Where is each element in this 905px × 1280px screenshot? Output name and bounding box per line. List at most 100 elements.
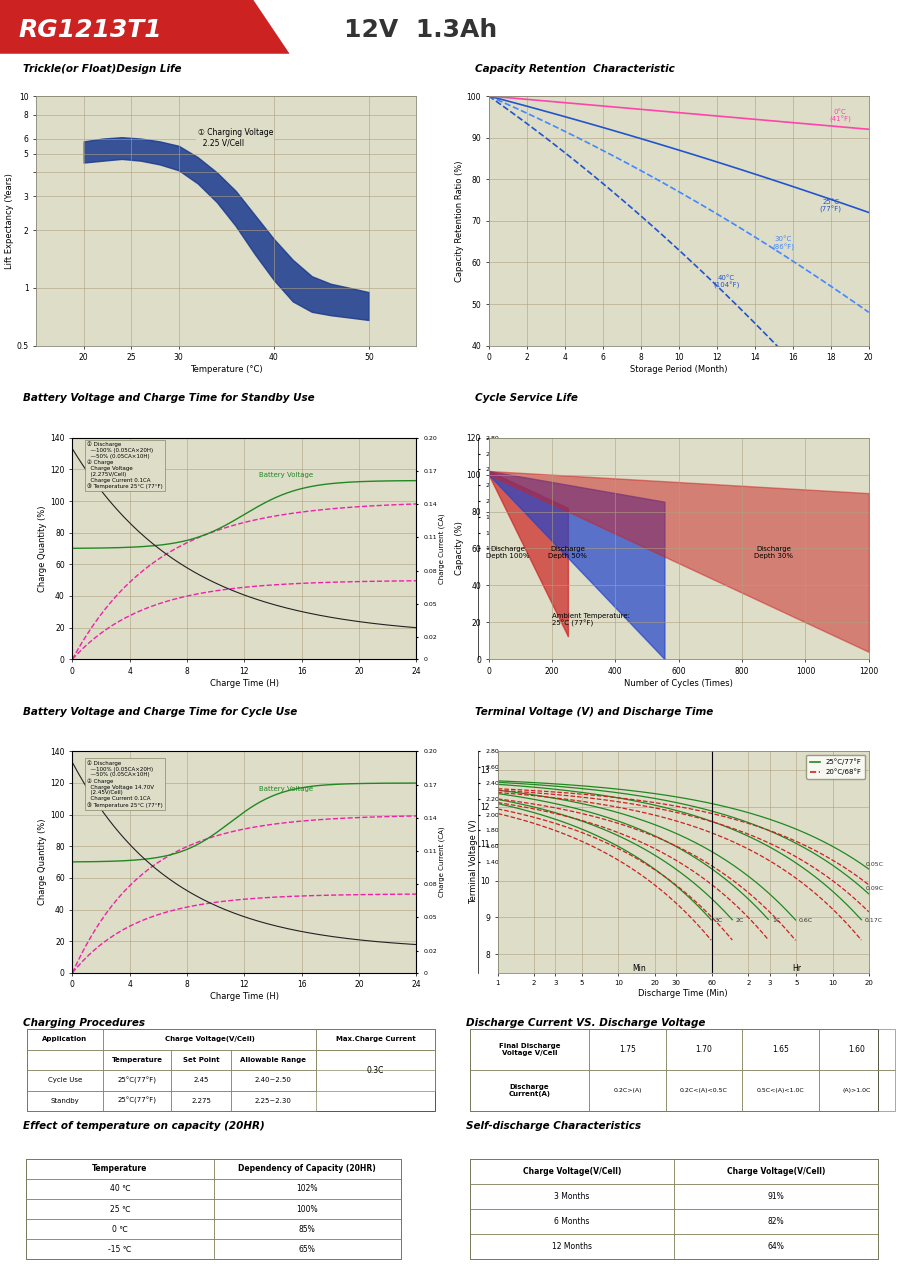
Bar <box>666 1070 742 1111</box>
Text: Charge Voltage(V/Cell): Charge Voltage(V/Cell) <box>523 1167 622 1176</box>
Text: 82%: 82% <box>768 1217 785 1226</box>
Bar <box>26 1158 401 1260</box>
Text: Allowable Range: Allowable Range <box>241 1057 306 1062</box>
Text: Charge Voltage(V/Cell): Charge Voltage(V/Cell) <box>727 1167 825 1176</box>
Text: 1.65: 1.65 <box>772 1044 789 1055</box>
Text: 100%: 100% <box>297 1204 318 1213</box>
Text: 6 Months: 6 Months <box>555 1217 590 1226</box>
Text: -15 ℃: -15 ℃ <box>109 1244 131 1253</box>
Polygon shape <box>0 0 290 54</box>
Text: 102%: 102% <box>297 1184 318 1193</box>
Text: 0.3C: 0.3C <box>367 1065 384 1075</box>
Text: Cycle Service Life: Cycle Service Life <box>475 393 578 403</box>
Bar <box>819 1029 895 1070</box>
Legend: 25°C/77°F, 20°C/68°F: 25°C/77°F, 20°C/68°F <box>806 755 865 778</box>
Y-axis label: Charge Current (CA): Charge Current (CA) <box>438 513 445 584</box>
Y-axis label: Charge Current (CA): Charge Current (CA) <box>438 827 445 897</box>
Text: Effect of temperature on capacity (20HR): Effect of temperature on capacity (20HR) <box>23 1121 264 1132</box>
Text: 0.2C<(A)<0.5C: 0.2C<(A)<0.5C <box>680 1088 728 1093</box>
X-axis label: Charge Time (H): Charge Time (H) <box>210 678 279 687</box>
Text: Battery Voltage: Battery Voltage <box>259 786 313 792</box>
Text: 25 ℃: 25 ℃ <box>110 1204 130 1213</box>
Bar <box>470 1184 674 1210</box>
Text: Ambient Temperature:
25°C (77°F): Ambient Temperature: 25°C (77°F) <box>552 613 630 627</box>
Bar <box>214 1199 401 1219</box>
Text: 40°C
(104°F): 40°C (104°F) <box>713 275 739 289</box>
Text: Self-discharge Characteristics: Self-discharge Characteristics <box>466 1121 641 1132</box>
Text: Charge Voltage(V/Cell): Charge Voltage(V/Cell) <box>165 1037 254 1042</box>
Text: 12V  1.3Ah: 12V 1.3Ah <box>344 18 497 41</box>
Text: 0 ℃: 0 ℃ <box>112 1225 128 1234</box>
Bar <box>26 1199 214 1219</box>
Text: 2C: 2C <box>736 918 744 923</box>
Text: 0.17C: 0.17C <box>864 918 882 923</box>
Text: Cycle Use: Cycle Use <box>48 1078 82 1083</box>
Bar <box>26 1239 214 1260</box>
Text: Capacity Retention  Characteristic: Capacity Retention Characteristic <box>475 64 675 74</box>
Text: Temperature: Temperature <box>92 1165 148 1174</box>
Text: Discharge
Depth 100%: Discharge Depth 100% <box>486 545 529 558</box>
Y-axis label: Charge Quantity (%): Charge Quantity (%) <box>39 506 47 591</box>
Text: 1.70: 1.70 <box>696 1044 712 1055</box>
Text: 2.45: 2.45 <box>194 1078 209 1083</box>
Bar <box>589 1070 666 1111</box>
Bar <box>316 1050 435 1070</box>
Y-axis label: Battery Voltage (V)/Per Cell: Battery Voltage (V)/Per Cell <box>500 500 507 596</box>
Text: ① Discharge
  —100% (0.05CA×20H)
  —50% (0.05CA×10H)
② Charge
  Charge Voltage
 : ① Discharge —100% (0.05CA×20H) —50% (0.0… <box>87 442 163 489</box>
Bar <box>470 1029 589 1070</box>
Text: 2.275: 2.275 <box>191 1098 211 1103</box>
Bar <box>674 1158 879 1184</box>
Bar <box>103 1070 171 1091</box>
Text: 3C: 3C <box>714 918 723 923</box>
Text: Standby: Standby <box>51 1098 80 1103</box>
Bar <box>470 1070 589 1111</box>
Bar <box>26 1050 103 1070</box>
Text: 64%: 64% <box>767 1242 785 1251</box>
Text: 1.75: 1.75 <box>619 1044 636 1055</box>
Text: Set Point: Set Point <box>183 1057 219 1062</box>
Bar <box>171 1091 231 1111</box>
Text: 25°C(77°F): 25°C(77°F) <box>118 1076 157 1084</box>
X-axis label: Discharge Time (Min): Discharge Time (Min) <box>638 989 729 998</box>
Text: 25°C(77°F): 25°C(77°F) <box>118 1097 157 1105</box>
Bar <box>316 1029 435 1050</box>
Text: 40 ℃: 40 ℃ <box>110 1184 130 1193</box>
Bar <box>316 1050 435 1091</box>
Bar <box>742 1029 819 1070</box>
Bar <box>26 1070 103 1091</box>
Bar <box>231 1070 316 1091</box>
Text: 1.60: 1.60 <box>849 1044 865 1055</box>
Text: 0.6C: 0.6C <box>798 918 813 923</box>
Bar <box>26 1158 214 1179</box>
Text: 12 Months: 12 Months <box>552 1242 592 1251</box>
Bar <box>231 1091 316 1111</box>
Bar <box>214 1179 401 1199</box>
Text: Hr: Hr <box>792 964 801 973</box>
Bar <box>470 1158 674 1184</box>
Text: ① Charging Voltage
  2.25 V/Cell: ① Charging Voltage 2.25 V/Cell <box>197 128 273 147</box>
Bar <box>103 1050 171 1070</box>
Text: Battery Voltage: Battery Voltage <box>259 472 313 479</box>
Bar <box>26 1029 435 1111</box>
Bar <box>470 1029 879 1111</box>
Bar <box>742 1070 819 1111</box>
Y-axis label: Battery Voltage (V)/Per Cell: Battery Voltage (V)/Per Cell <box>500 814 507 910</box>
Text: 0.5C<(A)<1.0C: 0.5C<(A)<1.0C <box>757 1088 805 1093</box>
Y-axis label: Charge Quantity (%): Charge Quantity (%) <box>39 819 47 905</box>
Text: Battery Voltage and Charge Time for Cycle Use: Battery Voltage and Charge Time for Cycl… <box>23 707 297 717</box>
Bar <box>26 1179 214 1199</box>
Bar <box>589 1029 666 1070</box>
Text: 0.2C>(A): 0.2C>(A) <box>614 1088 642 1093</box>
Text: Discharge
Current(A): Discharge Current(A) <box>509 1084 550 1097</box>
Y-axis label: Terminal Voltage (V): Terminal Voltage (V) <box>469 819 478 905</box>
Text: Battery Voltage and Charge Time for Standby Use: Battery Voltage and Charge Time for Stan… <box>23 393 314 403</box>
Bar <box>103 1029 316 1050</box>
Text: Discharge
Depth 30%: Discharge Depth 30% <box>754 545 794 558</box>
Text: Max.Charge Current: Max.Charge Current <box>336 1037 415 1042</box>
Text: Trickle(or Float)Design Life: Trickle(or Float)Design Life <box>23 64 181 74</box>
Text: Application: Application <box>43 1037 88 1042</box>
Bar <box>214 1158 401 1179</box>
Text: Min: Min <box>633 964 646 973</box>
Bar <box>171 1050 231 1070</box>
X-axis label: Number of Cycles (Times): Number of Cycles (Times) <box>624 678 733 687</box>
